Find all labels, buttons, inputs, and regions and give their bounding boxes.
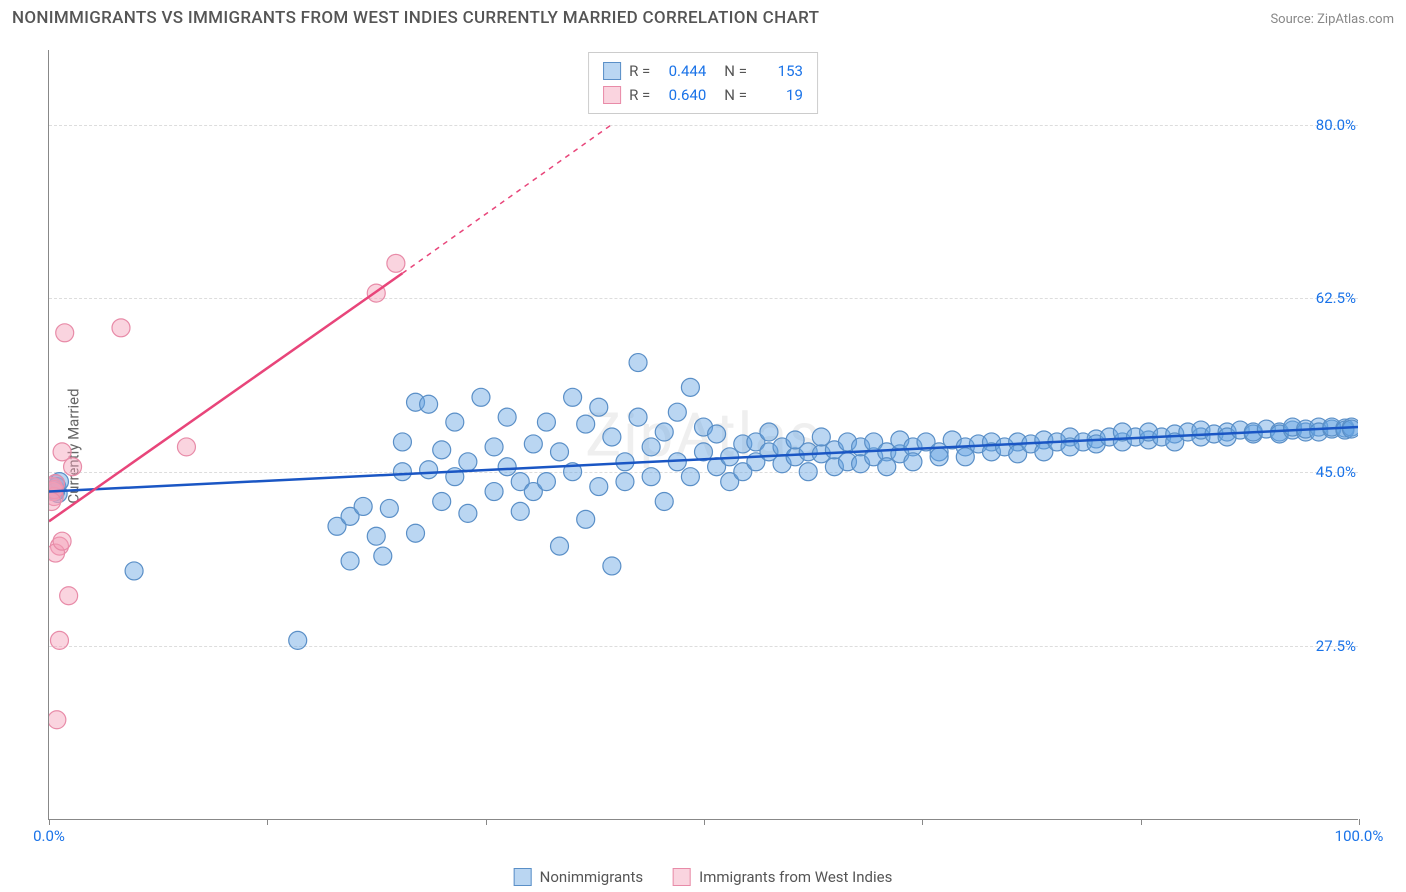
data-point xyxy=(642,438,660,456)
x-tick-label: 0.0% xyxy=(33,827,65,845)
chart-title: NONIMMIGRANTS VS IMMIGRANTS FROM WEST IN… xyxy=(12,8,819,28)
data-point xyxy=(655,492,673,510)
data-point xyxy=(590,478,608,496)
data-point xyxy=(498,458,516,476)
data-point xyxy=(930,448,948,466)
x-tick-mark xyxy=(922,819,923,825)
x-tick-label: 100.0% xyxy=(1335,827,1384,845)
data-point xyxy=(681,468,699,486)
data-point xyxy=(393,433,411,451)
data-point xyxy=(374,547,392,565)
data-point xyxy=(590,398,608,416)
data-point xyxy=(551,537,569,555)
data-point xyxy=(577,510,595,528)
data-point xyxy=(446,413,464,431)
data-point xyxy=(420,395,438,413)
data-point xyxy=(760,423,778,441)
stats-legend-row: R = 0.640 N = 19 xyxy=(603,83,803,107)
x-tick-mark xyxy=(49,819,50,825)
data-point xyxy=(537,413,555,431)
data-point xyxy=(1342,420,1358,438)
data-point xyxy=(50,631,68,649)
x-tick-mark xyxy=(267,819,268,825)
x-tick-mark xyxy=(1141,819,1142,825)
stat-n-value: 19 xyxy=(755,83,803,107)
trendline xyxy=(49,427,1358,491)
data-point xyxy=(125,562,143,580)
scatter-svg xyxy=(49,50,1358,819)
chart-header: NONIMMIGRANTS VS IMMIGRANTS FROM WEST IN… xyxy=(12,8,1394,28)
data-point xyxy=(459,453,477,471)
data-point xyxy=(524,435,542,453)
data-point xyxy=(407,524,425,542)
data-point xyxy=(387,254,405,272)
data-point xyxy=(498,408,516,426)
stat-r-label: R = xyxy=(629,59,650,83)
data-point xyxy=(433,492,451,510)
data-point xyxy=(577,415,595,433)
stat-r-label: R = xyxy=(629,83,650,107)
data-point xyxy=(177,438,195,456)
x-tick-mark xyxy=(704,819,705,825)
source-label: Source: xyxy=(1270,12,1313,27)
data-point xyxy=(511,502,529,520)
stat-r-value: 0.640 xyxy=(658,83,706,107)
trendline-dashed xyxy=(402,124,611,273)
legend-swatch xyxy=(673,868,691,886)
plot-area: ZipAtlas 27.5%45.0%62.5%80.0%0.0%100.0% xyxy=(48,50,1358,820)
stat-n-label: N = xyxy=(724,83,747,107)
x-tick-mark xyxy=(1359,819,1360,825)
stats-legend-row: R = 0.444 N = 153 xyxy=(603,59,803,83)
legend-swatch xyxy=(514,868,532,886)
data-point xyxy=(668,403,686,421)
data-point xyxy=(708,425,726,443)
legend-swatch xyxy=(603,86,621,104)
data-point xyxy=(53,532,71,550)
data-point xyxy=(367,527,385,545)
data-point xyxy=(642,468,660,486)
data-point xyxy=(433,441,451,459)
data-point xyxy=(629,354,647,372)
data-point xyxy=(616,473,634,491)
data-point xyxy=(354,497,372,515)
data-point xyxy=(341,552,359,570)
data-point xyxy=(112,319,130,337)
source-link[interactable]: ZipAtlas.com xyxy=(1317,12,1394,27)
data-point xyxy=(537,473,555,491)
trendline xyxy=(49,273,402,521)
data-point xyxy=(49,711,66,729)
data-point xyxy=(64,458,82,476)
data-point xyxy=(459,504,477,522)
chart-source: Source: ZipAtlas.com xyxy=(1270,12,1394,27)
data-point xyxy=(289,631,307,649)
legend-label: Nonimmigrants xyxy=(540,868,643,886)
x-tick-mark xyxy=(486,819,487,825)
data-point xyxy=(485,438,503,456)
legend-label: Immigrants from West Indies xyxy=(699,868,892,886)
data-point xyxy=(681,378,699,396)
data-point xyxy=(603,428,621,446)
legend-swatch xyxy=(603,62,621,80)
data-point xyxy=(629,408,647,426)
data-point xyxy=(56,324,74,342)
data-point xyxy=(904,453,922,471)
legend-item: Immigrants from West Indies xyxy=(673,868,892,886)
data-point xyxy=(60,587,78,605)
stat-n-value: 153 xyxy=(755,59,803,83)
data-point xyxy=(472,388,490,406)
stat-r-value: 0.444 xyxy=(658,59,706,83)
data-point xyxy=(393,463,411,481)
data-point xyxy=(564,388,582,406)
legend-item: Nonimmigrants xyxy=(514,868,643,886)
data-point xyxy=(551,443,569,461)
data-point xyxy=(655,423,673,441)
data-point xyxy=(485,483,503,501)
data-point xyxy=(380,499,398,517)
stats-legend: R = 0.444 N = 153 R = 0.640 N = 19 xyxy=(588,52,818,114)
stat-n-label: N = xyxy=(724,59,747,83)
data-point xyxy=(420,461,438,479)
series-legend: Nonimmigrants Immigrants from West Indies xyxy=(514,868,893,886)
data-point xyxy=(603,557,621,575)
data-point xyxy=(799,463,817,481)
